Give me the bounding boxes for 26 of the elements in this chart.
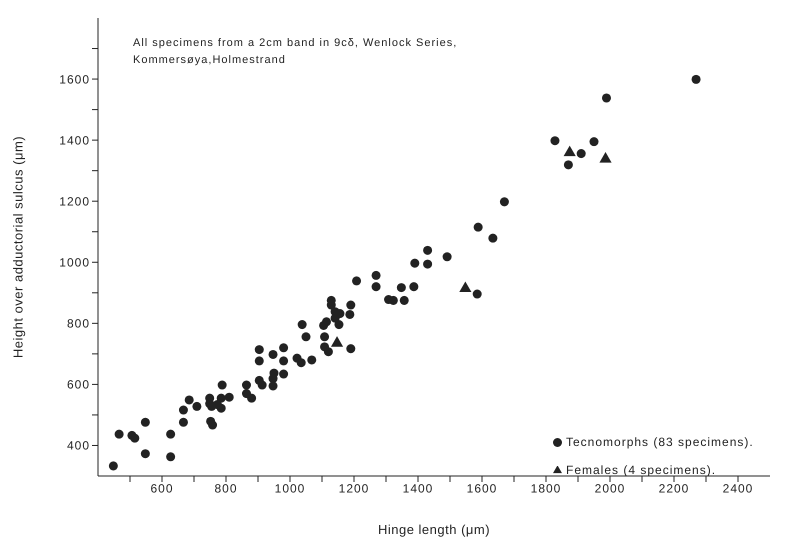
x-tick-label: 1600: [466, 482, 498, 496]
point: [330, 336, 344, 347]
y-tick-label: 400: [66, 438, 90, 453]
x-tick-label: 1800: [530, 482, 562, 496]
x-tick-label: 2200: [658, 482, 690, 496]
x-axis-title: Hinge length (μm): [378, 522, 490, 537]
y-axis-title: Height over adductorial sulcus (μm): [10, 136, 26, 358]
x-tick-label: 2400: [722, 482, 754, 496]
y-tick-label: 1400: [59, 133, 90, 148]
x-tick-label: 1000: [274, 482, 306, 496]
x-tick-label: 2000: [594, 482, 626, 496]
point: [599, 152, 612, 163]
x-tick-label: 600: [150, 482, 174, 496]
x-tick-label: 1200: [338, 482, 370, 496]
x-tick-label: 800: [214, 482, 238, 496]
y-tick-label: 600: [66, 378, 90, 392]
point: [564, 146, 576, 156]
legend-label: Females (4 specimens).: [566, 463, 716, 477]
x-tick-label: 1400: [402, 482, 434, 496]
point: [459, 282, 472, 292]
y-tick-label: 1000: [59, 256, 90, 270]
y-tick-label: 1600: [59, 72, 90, 86]
annotation: All specimens from a 2cm band in 9cδ, Wenlock Series, Kommersøya,Holmestrand: [133, 37, 458, 66]
y-tick-label: 1200: [59, 194, 90, 208]
legend-label: Tecnomorphs (83 specimens).: [566, 435, 754, 449]
y-tick-label: 800: [66, 316, 90, 331]
